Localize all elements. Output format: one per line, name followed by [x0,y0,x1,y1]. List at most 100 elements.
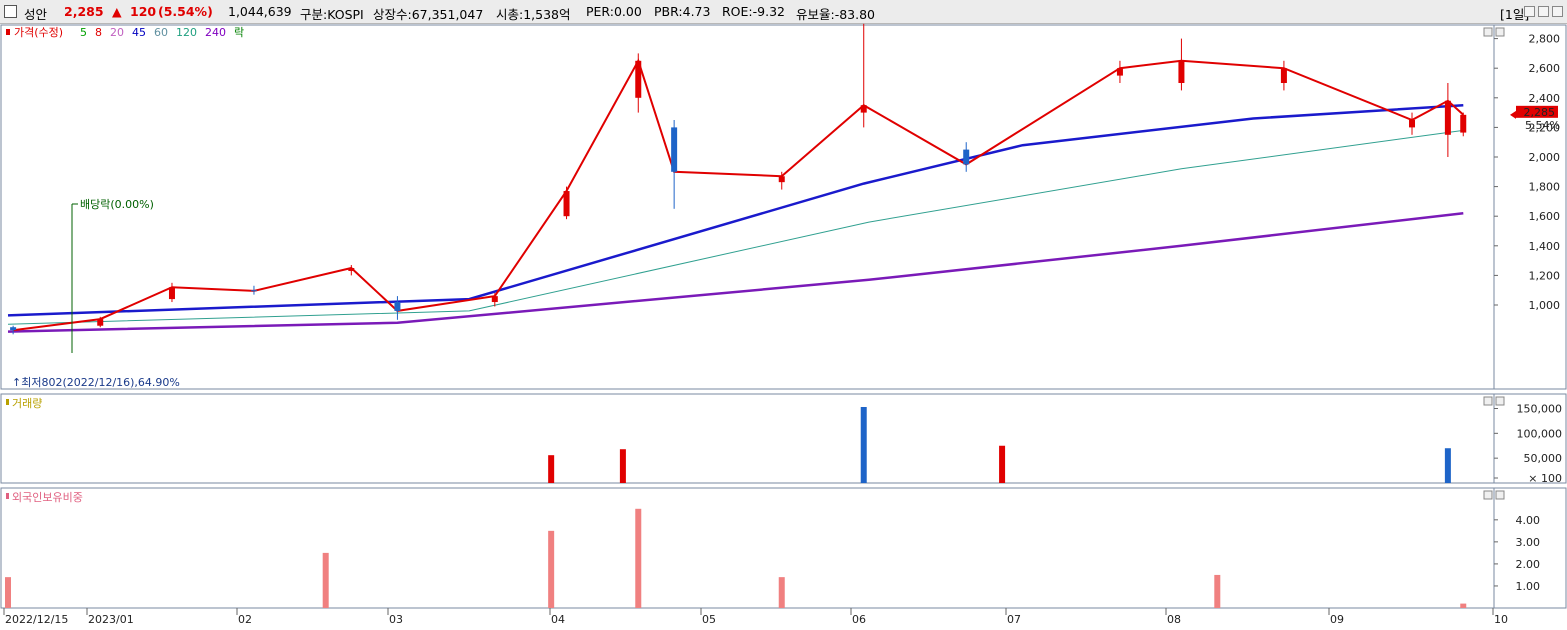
candle-body [1460,114,1467,133]
foreign-tick-label: 3.00 [1516,536,1541,549]
legend-item: 5 [80,26,87,39]
candle-body [860,105,867,113]
candle-body [671,127,678,172]
candle-body [635,60,642,98]
pbr-value: PBR:4.73 [654,4,711,19]
price-tick-label: 2,200 [1529,121,1561,134]
price-tick-label: 1,000 [1529,299,1561,312]
foreign-bar [322,552,329,608]
x-tick-label: 03 [389,613,403,626]
foreign-bar [1460,603,1467,608]
legend-item: 60 [154,26,168,39]
listed-shares: 상장수:67,351,047 [373,7,484,22]
foreign-bar [548,530,555,608]
volume-bar [1444,448,1451,483]
x-tick-label: 02 [238,613,252,626]
x-tick-label: 06 [852,613,866,626]
volume-value: 1,044,639 [228,4,292,19]
stock-header: 성안 2,285 ▲ 120 (5.54%) 1,044,639 구분:KOSP… [0,0,1567,24]
price-panel-close [1495,27,1505,37]
volume-tick-label: 50,000 [1524,452,1563,465]
select-checkbox[interactable] [4,5,17,18]
current-price-arrow [1510,110,1516,119]
foreign-bar [635,508,642,608]
volume-bar [619,449,626,483]
price-tick-label: 1,400 [1529,240,1561,253]
dividend-annotation: 배당락(0.00%) [80,198,154,211]
volume-legend-marker [6,399,9,405]
volume-tick-label: 100,000 [1517,427,1563,440]
candle-body [394,302,401,311]
candle-body [348,268,355,271]
market-cap: 시총:1,538억 [496,7,571,22]
legend-item: 45 [132,26,146,39]
x-tick-label: 07 [1007,613,1021,626]
price-tick-label: 1,600 [1529,210,1561,223]
legend-item: 락 [234,26,244,39]
legend-item: 240 [205,26,226,39]
candle-body [250,290,257,292]
vol-panel-frame [0,393,1567,484]
close-button[interactable] [1552,6,1563,17]
foreign-tick-label: 2.00 [1516,558,1541,571]
maximize-button[interactable] [1538,6,1549,17]
volume-bar [999,445,1006,483]
candle-body [563,191,570,217]
x-tick-label: 08 [1167,613,1181,626]
legend-item: 120 [176,26,197,39]
foreign-bar [5,577,11,608]
ma-45-line [7,103,1464,317]
candle-body [491,296,498,303]
price-tick-label: 2,800 [1529,33,1561,46]
x-tick-label: 04 [551,613,565,626]
ma-120-line [7,129,1464,325]
current-price: 2,285 [64,4,104,19]
price-panel-button [1483,27,1493,37]
candle-body [168,287,175,300]
volume-bar [548,455,555,483]
candle-body [1444,100,1451,135]
price-change: 120 [130,4,157,19]
legend-item: 8 [95,26,102,39]
volume-title: 거래량 [12,397,42,410]
x-tick-label: 10 [1494,613,1508,626]
legend-marker [6,29,10,35]
foreign-tick-label: 4.00 [1516,514,1541,527]
candle-body [1116,68,1123,76]
reserve-ratio: 유보율:-83.80 [796,7,876,22]
period-selector[interactable]: [1일] [1500,7,1530,22]
vol-panel-close [1495,396,1505,406]
volume-tick-label: 150,000 [1517,402,1563,415]
legend-item: 가격(수정) [14,26,63,39]
foreign-title: 외국인보유비중 [12,491,83,504]
fr-panel-button [1483,490,1493,500]
vol-panel-button [1483,396,1493,406]
minimize-button[interactable] [1524,6,1535,17]
volume-tick-label: × 100 [1528,472,1562,485]
candle-body [97,319,104,326]
candle-body [10,327,17,331]
x-tick-label: 2023/01 [88,613,134,626]
candle-body [963,149,970,165]
per-value: PER:0.00 [586,4,642,19]
stock-name: 성안 [24,7,48,22]
up-arrow-icon: ▲ [112,4,122,19]
roe-value: ROE:-9.32 [722,4,785,19]
price-tick-label: 2,600 [1529,62,1561,75]
fr-panel-close [1495,490,1505,500]
market-type: 구분:KOSPI [300,7,364,22]
foreign-bar [1214,574,1221,608]
foreign-bar [778,577,785,608]
candle-body [778,176,785,183]
low-annotation: ↑최저802(2022/12/16),64.90% [12,376,180,389]
candle-body [1178,60,1185,83]
price-tick-label: 2,400 [1529,92,1561,105]
current-price-tag [1516,105,1558,118]
stock-chart[interactable]: 2022/12/15 2023/01 02 03 04 05 06 07 08 09 10 가격(수정… [0,23,1567,630]
price-tick-label: 2,000 [1529,151,1561,164]
foreign-tick-label: 1.00 [1516,580,1541,593]
ma-240-line [7,211,1464,333]
current-pct-label: 5.54% [1525,119,1560,132]
foreign-legend-marker [6,493,9,499]
x-tick-label: 05 [702,613,716,626]
